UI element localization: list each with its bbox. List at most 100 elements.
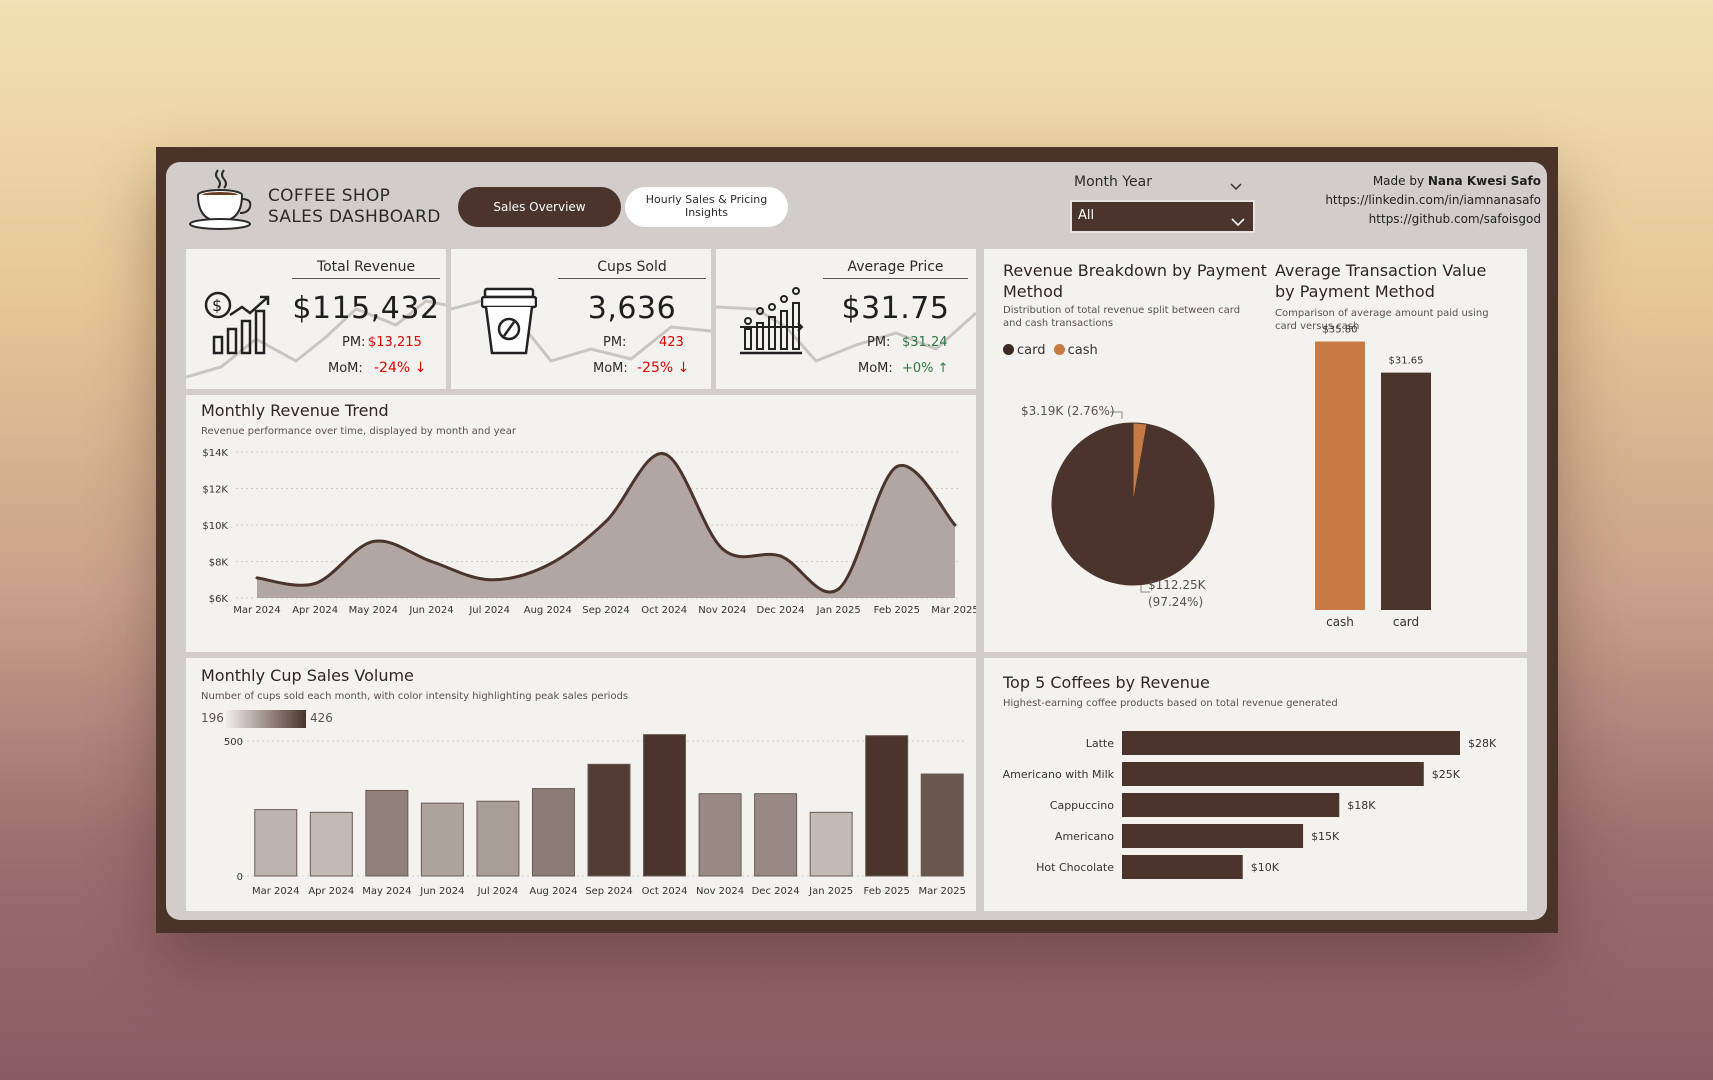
chart-title: Top 5 Coffees by Revenue: [1003, 673, 1210, 692]
x-tick-label: Jul 2024: [477, 886, 519, 897]
coffee-label: Hot Chocolate: [1036, 861, 1114, 874]
atv-subtitle: Comparison of average amount paid using …: [1275, 307, 1489, 333]
price-chart-icon: [738, 287, 808, 361]
cup-bar: [587, 763, 631, 877]
color-scale-gradient: [226, 710, 306, 728]
coffee-bar: [1122, 762, 1424, 786]
y-tick-label: $12K: [202, 485, 228, 496]
pie-label-card: $112.25K (97.24%): [1148, 577, 1206, 611]
tab-sales-overview[interactable]: Sales Overview: [458, 187, 621, 227]
x-tick-label: Oct 2024: [641, 605, 687, 616]
linkedin-link[interactable]: https://linkedin.com/in/iamnanasafo: [1325, 193, 1541, 207]
x-tick-label: Aug 2024: [529, 886, 577, 897]
legend-label-card: card: [1017, 343, 1046, 358]
pie-subtitle-line2: and cash transactions: [1003, 318, 1114, 329]
color-scale-max: 426: [310, 711, 333, 725]
kpi-card-cups-sold: Cups Sold 3,636 PM: 423 MoM: -25% ↓: [451, 249, 711, 389]
cup-bar: [754, 793, 798, 877]
coffee-bar: [1122, 731, 1460, 755]
top-coffees-chart: Latte $28K Americano with Milk $25K Cappucci…: [1003, 731, 1497, 879]
atv-title-line2: by Payment Method: [1275, 282, 1435, 301]
atv-value-label: $31.65: [1389, 356, 1424, 367]
cup-bar: [698, 793, 742, 877]
kpi-mom-label: MoM:: [593, 361, 628, 376]
pie-title-line1: Revenue Breakdown by Payment: [1003, 261, 1267, 280]
y-tick-label: 500: [224, 737, 243, 748]
atv-category-label: cash: [1326, 615, 1354, 629]
cup-bar: [643, 734, 687, 877]
month-year-select[interactable]: All: [1072, 202, 1253, 231]
credits: Made by Nana Kwesi Safo https://linkedin…: [1325, 172, 1541, 229]
legend-item-cash[interactable]: cash: [1053, 343, 1098, 358]
arrow-down-icon: ↓: [414, 360, 427, 376]
revenue-point: [895, 465, 899, 469]
revenue-line: [256, 452, 957, 594]
dashboard-title-line1: COFFEE SHOP: [268, 186, 391, 206]
kpi-pm-label: PM:: [867, 335, 891, 350]
kpi-title: Total Revenue: [292, 259, 440, 279]
coffee-label: Cappuccino: [1050, 799, 1114, 812]
cup-bar: [254, 809, 298, 877]
coffee-value-label: $15K: [1311, 830, 1340, 843]
tab-hourly-sales-pricing[interactable]: Hourly Sales & Pricing Insights: [625, 187, 788, 227]
x-tick-label: May 2024: [349, 605, 398, 616]
x-tick-label: Sep 2024: [582, 605, 629, 616]
revenue-point: [953, 523, 957, 527]
kpi-mom-value: +0% ↑: [902, 361, 949, 376]
legend-item-card[interactable]: card: [1003, 343, 1045, 358]
revenue-trend-panel: Monthly Revenue Trend Revenue performanc…: [186, 395, 976, 652]
dashboard-title-line2: SALES DASHBOARD: [268, 207, 441, 227]
pie-label-cash: $3.19K (2.76%): [1021, 404, 1115, 418]
atv-bar-cash: [1315, 341, 1365, 610]
coffee-logo-icon: [188, 168, 256, 232]
arrow-down-icon: ↓: [677, 360, 690, 376]
kpi-value: $115,432: [292, 291, 440, 326]
x-tick-label: Apr 2024: [308, 886, 354, 897]
x-tick-label: Sep 2024: [585, 886, 632, 897]
revenue-point: [779, 554, 782, 558]
y-tick-label: $8K: [209, 558, 229, 569]
x-tick-label: Oct 2024: [642, 886, 688, 897]
revenue-point: [604, 519, 608, 523]
legend-label-cash: cash: [1067, 343, 1098, 358]
x-tick-label: Jul 2024: [468, 605, 510, 616]
atv-title: Average Transaction Value by Payment Met…: [1275, 260, 1486, 302]
kpi-mom-label: MoM:: [858, 361, 893, 376]
pie-subtitle: Distribution of total revenue split betw…: [1003, 304, 1240, 330]
kpi-mom-percent: +0%: [902, 361, 934, 376]
pie-legend: card cash: [1003, 343, 1098, 358]
pie-title: Revenue Breakdown by Payment Method: [1003, 260, 1267, 302]
cup-bar: [476, 800, 520, 877]
kpi-pm-value: $31.24: [902, 335, 948, 350]
atv-bar-card: [1381, 372, 1431, 610]
kpi-mom-value: -25% ↓: [637, 360, 689, 376]
x-tick-label: Nov 2024: [698, 605, 746, 616]
revenue-point: [837, 587, 841, 591]
x-tick-label: Jun 2024: [419, 886, 464, 897]
filter-collapse-chevron-icon[interactable]: [1230, 176, 1242, 191]
svg-text:$: $: [212, 296, 222, 315]
kpi-mom-percent: -25%: [637, 360, 674, 376]
kpi-value: 3,636: [587, 291, 677, 326]
cup-volume-chart: 0 500 Mar 2024 Apr 2024 May 2024 Jun 2024 Jul …: [224, 734, 966, 897]
revenue-point: [430, 560, 433, 563]
payment-pie-chart: [1051, 411, 1215, 593]
kpi-pm-label: PM:: [342, 335, 366, 350]
revenue-point: [720, 547, 724, 551]
kpi-sparkline: [716, 305, 976, 363]
coffee-value-label: $25K: [1432, 768, 1461, 781]
coffee-label: Latte: [1086, 737, 1114, 750]
cup-bar: [420, 802, 464, 877]
x-tick-label: Dec 2024: [757, 605, 805, 616]
x-tick-label: Nov 2024: [696, 886, 744, 897]
coffee-bar: [1122, 855, 1243, 879]
x-tick-label: Jun 2024: [408, 605, 453, 616]
github-link[interactable]: https://github.com/safoisgod: [1368, 212, 1541, 226]
pie-label-card-line1: $112.25K: [1148, 578, 1206, 592]
x-tick-label: Dec 2024: [752, 886, 800, 897]
dashboard-title: COFFEE SHOP SALES DASHBOARD: [268, 186, 441, 228]
kpi-header: Average Price: [823, 259, 968, 279]
kpi-pm-value: $13,215: [368, 335, 422, 350]
kpi-title: Average Price: [823, 259, 968, 279]
coffee-value-label: $28K: [1468, 737, 1497, 750]
